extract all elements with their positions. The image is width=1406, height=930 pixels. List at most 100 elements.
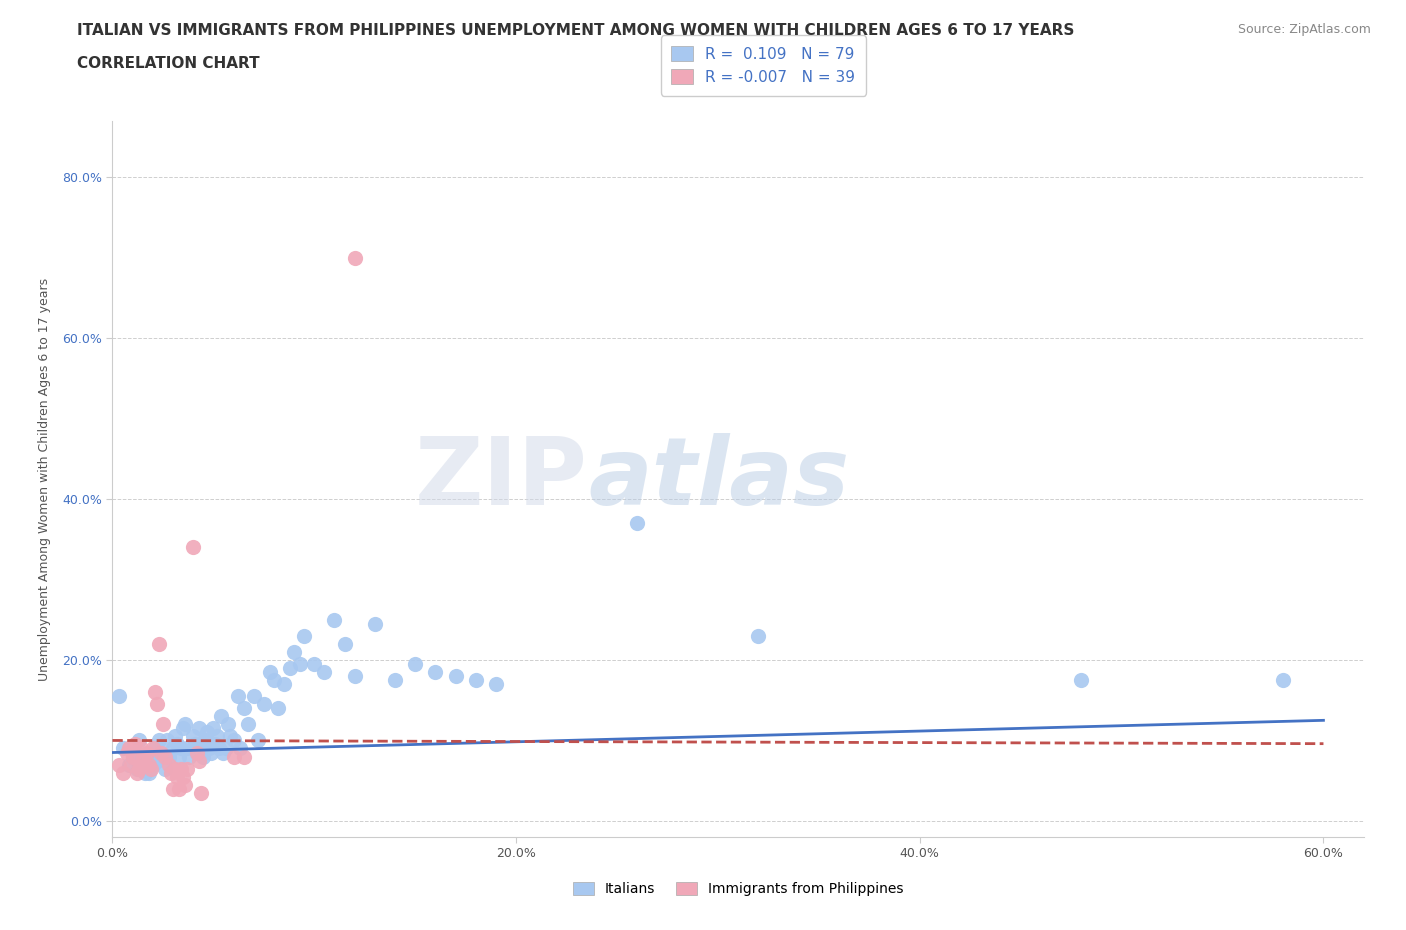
Point <box>170 741 193 756</box>
Point <box>128 733 150 748</box>
Text: ZIP: ZIP <box>415 433 588 525</box>
Point <box>190 737 212 752</box>
Point <box>148 733 170 748</box>
Point <box>132 753 155 768</box>
Point <box>290 657 312 671</box>
Point <box>125 765 148 780</box>
Point <box>152 749 174 764</box>
Point <box>343 250 366 265</box>
Point <box>626 516 648 531</box>
Point <box>135 749 157 764</box>
Legend: Italians, Immigrants from Philippines: Italians, Immigrants from Philippines <box>567 876 910 902</box>
Point <box>253 697 276 711</box>
Point <box>149 745 172 760</box>
Point <box>217 717 239 732</box>
Point <box>343 669 366 684</box>
Point <box>172 721 194 736</box>
Point <box>188 721 211 736</box>
Point <box>267 701 290 716</box>
Point <box>323 612 346 627</box>
Text: ITALIAN VS IMMIGRANTS FROM PHILIPPINES UNEMPLOYMENT AMONG WOMEN WITH CHILDREN AG: ITALIAN VS IMMIGRANTS FROM PHILIPPINES U… <box>77 23 1074 38</box>
Point <box>146 697 169 711</box>
Point <box>142 741 165 756</box>
Point <box>242 689 264 704</box>
Point <box>129 741 152 756</box>
Point <box>200 745 222 760</box>
Point <box>194 733 217 748</box>
Point <box>176 741 198 756</box>
Point <box>107 689 129 704</box>
Point <box>364 617 387 631</box>
Point <box>163 761 186 776</box>
Point <box>117 757 139 772</box>
Point <box>188 753 211 768</box>
Point <box>167 749 190 764</box>
Point <box>444 669 467 684</box>
Point <box>138 765 160 780</box>
Point <box>1272 672 1295 687</box>
Point <box>186 745 208 760</box>
Point <box>278 660 301 675</box>
Point <box>138 757 160 772</box>
Point <box>184 737 207 752</box>
Point <box>263 672 285 687</box>
Point <box>142 757 165 772</box>
Point <box>163 729 186 744</box>
Point <box>176 761 198 776</box>
Point <box>111 741 134 756</box>
Point <box>143 741 166 756</box>
Point <box>157 757 180 772</box>
Point <box>198 741 221 756</box>
Point <box>747 629 769 644</box>
Point <box>166 769 188 784</box>
Point <box>160 765 183 780</box>
Point <box>149 745 172 760</box>
Point <box>170 761 193 776</box>
Point <box>425 665 447 680</box>
Point <box>134 765 156 780</box>
Point <box>208 741 231 756</box>
Point <box>212 745 235 760</box>
Point <box>135 745 157 760</box>
Point <box>195 725 218 740</box>
Point <box>111 765 134 780</box>
Point <box>152 717 174 732</box>
Point <box>218 729 240 744</box>
Point <box>485 677 508 692</box>
Point <box>153 749 176 764</box>
Point <box>174 777 197 792</box>
Point <box>292 629 315 644</box>
Point <box>125 761 148 776</box>
Point <box>259 665 281 680</box>
Point <box>128 761 150 776</box>
Text: Source: ZipAtlas.com: Source: ZipAtlas.com <box>1237 23 1371 36</box>
Point <box>132 749 155 764</box>
Point <box>146 753 169 768</box>
Point <box>384 672 406 687</box>
Point <box>190 785 212 800</box>
Point <box>162 741 184 756</box>
Point <box>304 657 326 671</box>
Point <box>121 745 143 760</box>
Point <box>464 672 486 687</box>
Point <box>134 757 156 772</box>
Point <box>139 761 162 776</box>
Point <box>222 749 245 764</box>
Point <box>333 636 356 651</box>
Point <box>115 745 138 760</box>
Point <box>148 636 170 651</box>
Point <box>1070 672 1092 687</box>
Point <box>236 717 259 732</box>
Point <box>162 781 184 796</box>
Point <box>174 717 197 732</box>
Point <box>228 741 250 756</box>
Point <box>246 733 269 748</box>
Text: CORRELATION CHART: CORRELATION CHART <box>77 56 260 71</box>
Point <box>232 701 254 716</box>
Point <box>172 769 194 784</box>
Point <box>273 677 295 692</box>
Point <box>107 757 129 772</box>
Y-axis label: Unemployment Among Women with Children Ages 6 to 17 years: Unemployment Among Women with Children A… <box>38 277 51 681</box>
Point <box>181 540 204 555</box>
Point <box>204 737 226 752</box>
